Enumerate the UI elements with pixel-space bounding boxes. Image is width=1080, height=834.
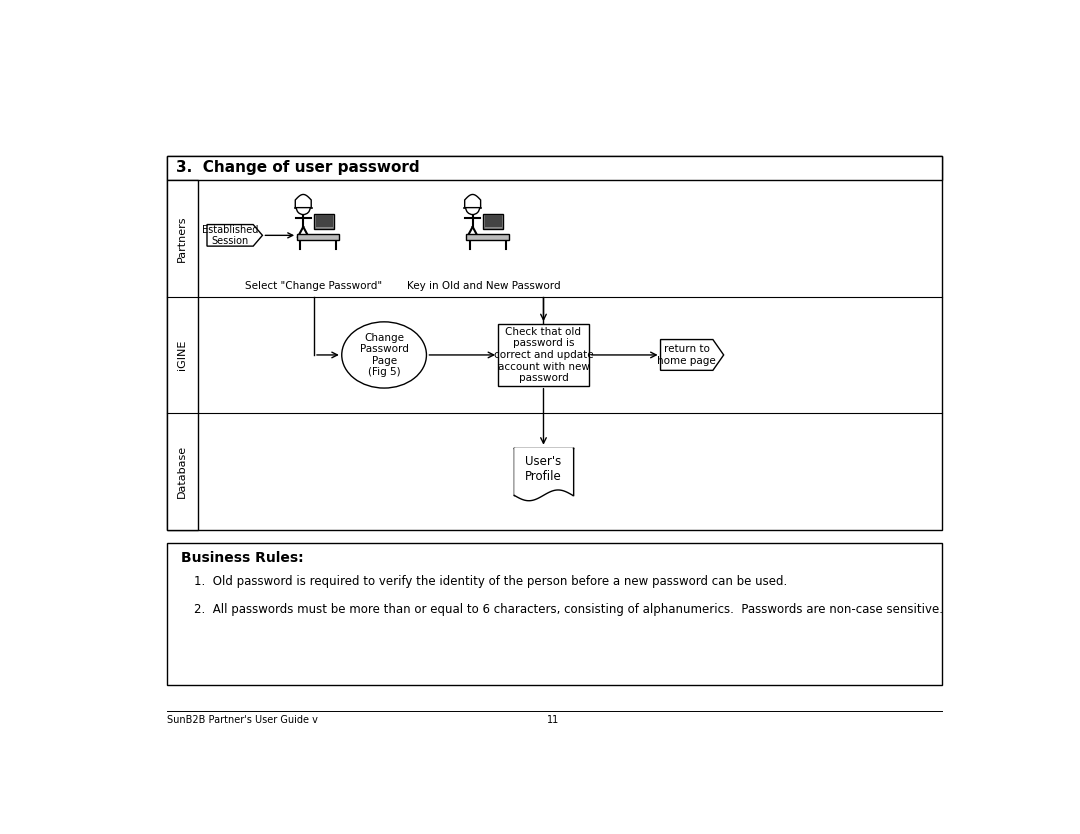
Circle shape (296, 201, 310, 214)
Text: 2.  All passwords must be more than or equal to 6 characters, consisting of alph: 2. All passwords must be more than or eq… (194, 602, 943, 615)
Bar (314, 214, 334, 229)
Bar (167, 155, 943, 180)
Bar (167, 543, 943, 686)
Bar (484, 214, 503, 229)
Text: Established
Session: Established Session (202, 224, 258, 246)
Polygon shape (514, 448, 572, 495)
Polygon shape (295, 194, 311, 208)
Bar (485, 215, 502, 227)
Circle shape (465, 201, 480, 214)
Bar (297, 234, 339, 240)
Text: Database: Database (177, 445, 187, 498)
Text: User's
Profile: User's Profile (525, 455, 562, 483)
Text: Key in Old and New Password: Key in Old and New Password (406, 281, 561, 291)
Text: Business Rules:: Business Rules: (180, 551, 303, 565)
Text: Select "Change Password": Select "Change Password" (245, 281, 382, 291)
Text: 11: 11 (548, 715, 559, 725)
Bar (315, 215, 333, 227)
Text: Change
Password
Page
(Fig 5): Change Password Page (Fig 5) (360, 333, 408, 377)
Text: 1.  Old password is required to verify the identity of the person before a new p: 1. Old password is required to verify th… (194, 575, 787, 588)
Bar (167, 180, 198, 530)
Bar (498, 324, 589, 386)
Text: iGINE: iGINE (177, 339, 187, 370)
Text: Check that old
password is
correct and update
account with new
password: Check that old password is correct and u… (494, 327, 593, 383)
Text: SunB2B Partner's User Guide v: SunB2B Partner's User Guide v (167, 715, 318, 725)
Polygon shape (464, 194, 481, 208)
Text: Partners: Partners (177, 215, 187, 262)
Bar (467, 234, 509, 240)
Text: return to
home page: return to home page (658, 344, 716, 366)
Bar (167, 155, 943, 530)
Text: 3.  Change of user password: 3. Change of user password (176, 160, 420, 175)
Polygon shape (661, 339, 724, 370)
Polygon shape (207, 224, 262, 246)
Ellipse shape (341, 322, 427, 388)
